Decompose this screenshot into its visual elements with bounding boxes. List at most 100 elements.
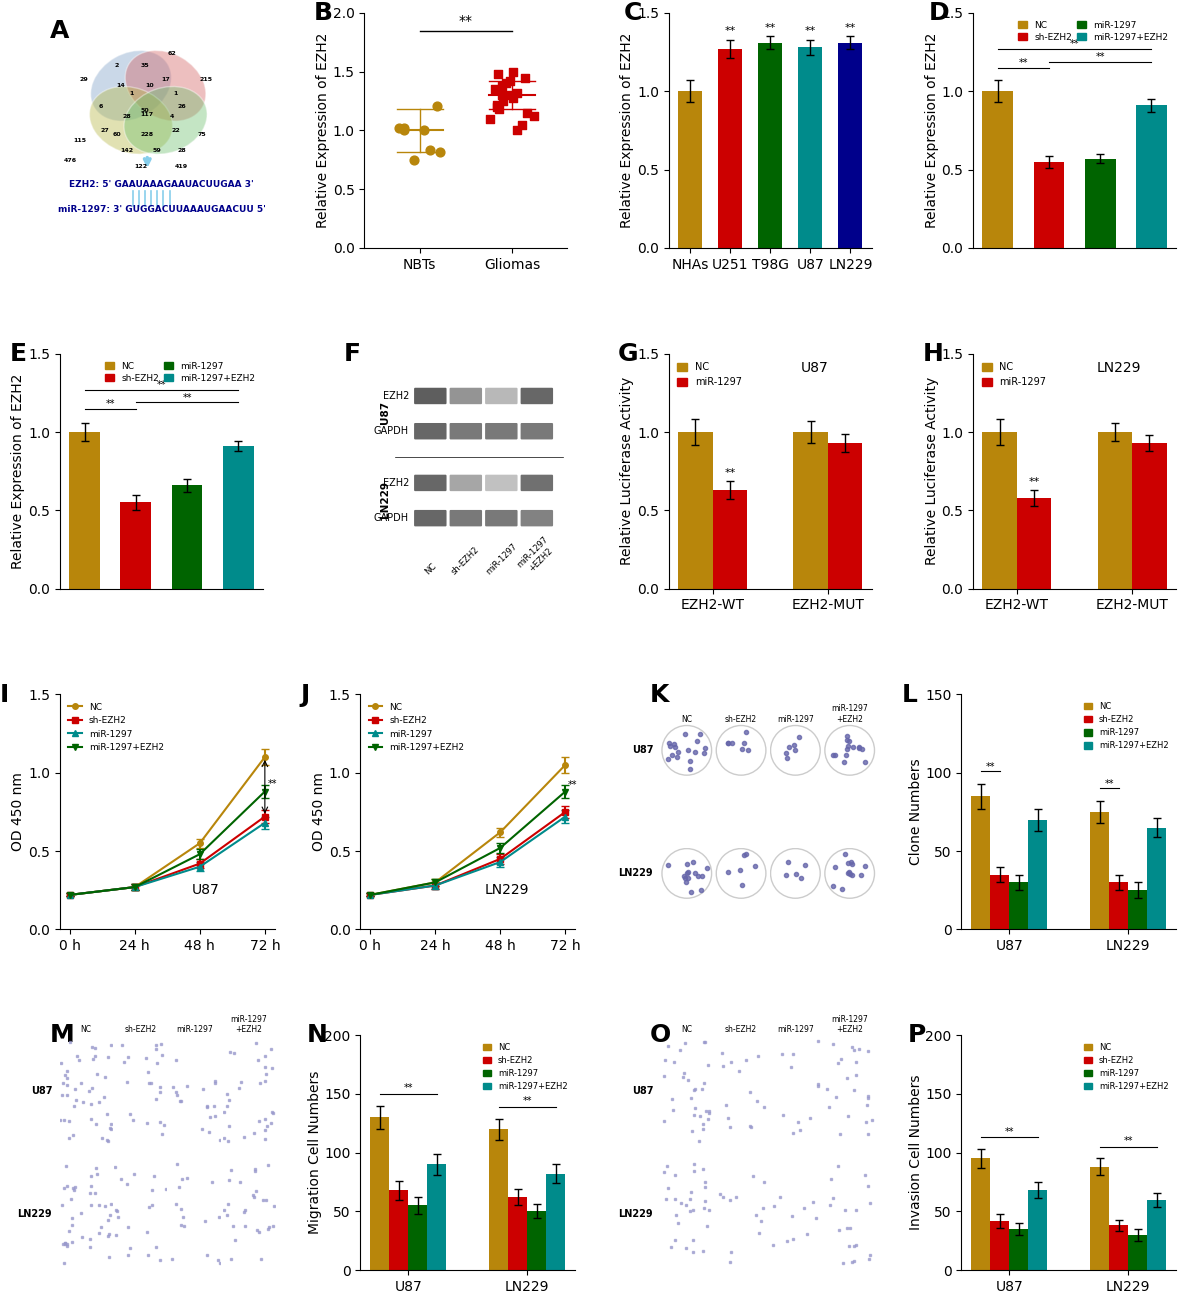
Text: LN229: LN229 bbox=[618, 868, 653, 879]
Bar bbox=[408, 1205, 427, 1270]
Point bbox=[506, 121, 526, 141]
Legend: NC, miR-1297: NC, miR-1297 bbox=[673, 359, 746, 391]
Bar bbox=[758, 43, 782, 248]
FancyBboxPatch shape bbox=[414, 388, 446, 404]
Text: **: ** bbox=[1069, 39, 1079, 49]
Bar bbox=[1136, 105, 1166, 248]
Point bbox=[493, 84, 512, 105]
Text: 1: 1 bbox=[174, 92, 178, 96]
Bar bbox=[223, 446, 253, 588]
Text: U87: U87 bbox=[379, 400, 390, 424]
Title: miR-1297: miR-1297 bbox=[778, 1025, 814, 1034]
Text: EZH2: EZH2 bbox=[383, 478, 409, 487]
Text: 142: 142 bbox=[120, 148, 133, 153]
Text: U87: U87 bbox=[631, 745, 653, 756]
FancyBboxPatch shape bbox=[521, 388, 553, 404]
Text: 117: 117 bbox=[140, 111, 154, 117]
Text: **: ** bbox=[182, 393, 192, 403]
FancyBboxPatch shape bbox=[414, 422, 446, 439]
Text: 419: 419 bbox=[175, 165, 188, 170]
Bar bbox=[1028, 1190, 1048, 1270]
Bar bbox=[971, 1159, 990, 1270]
Bar bbox=[1009, 883, 1028, 929]
Bar bbox=[1090, 1166, 1109, 1270]
Point bbox=[488, 64, 508, 84]
Text: EZH2: 5' GAAUAAAGAAUACUUGAA 3': EZH2: 5' GAAUAAAGAAUACUUGAA 3' bbox=[70, 180, 254, 189]
Text: **: ** bbox=[1004, 1128, 1014, 1137]
FancyBboxPatch shape bbox=[485, 509, 517, 526]
Title: sh-EZH2: sh-EZH2 bbox=[725, 1025, 757, 1034]
Text: 115: 115 bbox=[73, 139, 86, 143]
Text: **: ** bbox=[805, 26, 816, 36]
Point bbox=[496, 73, 515, 93]
Ellipse shape bbox=[90, 87, 173, 154]
Circle shape bbox=[770, 726, 821, 775]
Y-axis label: Relative Luciferase Activity: Relative Luciferase Activity bbox=[924, 377, 938, 565]
Circle shape bbox=[716, 849, 766, 898]
Text: 6: 6 bbox=[98, 104, 103, 109]
Legend: NC, sh-EZH2, miR-1297, miR-1297+EZH2: NC, sh-EZH2, miR-1297, miR-1297+EZH2 bbox=[1080, 699, 1172, 754]
Title: miR-1297: miR-1297 bbox=[176, 1025, 212, 1034]
Title: miR-1297
+EZH2: miR-1297 +EZH2 bbox=[832, 1015, 868, 1034]
Text: **: ** bbox=[522, 1096, 532, 1107]
Text: K: K bbox=[650, 683, 670, 706]
Text: L: L bbox=[901, 683, 917, 706]
Text: 59: 59 bbox=[154, 148, 162, 153]
Legend: NC, sh-EZH2, miR-1297, miR-1297+EZH2: NC, sh-EZH2, miR-1297, miR-1297+EZH2 bbox=[365, 699, 468, 756]
Bar bbox=[1028, 819, 1048, 929]
Text: A: A bbox=[50, 19, 70, 43]
Text: **: ** bbox=[568, 780, 577, 791]
Text: NC: NC bbox=[422, 562, 438, 577]
Bar bbox=[678, 432, 713, 588]
Bar bbox=[371, 1117, 389, 1270]
Circle shape bbox=[824, 726, 875, 775]
Text: 228: 228 bbox=[140, 132, 154, 137]
Bar bbox=[839, 43, 863, 248]
Text: 10: 10 bbox=[145, 83, 154, 88]
Bar bbox=[1109, 1226, 1128, 1270]
Legend: NC, sh-EZH2, miR-1297, miR-1297+EZH2: NC, sh-EZH2, miR-1297, miR-1297+EZH2 bbox=[65, 699, 168, 756]
Title: NC: NC bbox=[682, 714, 692, 723]
Text: **: ** bbox=[725, 468, 736, 478]
Bar bbox=[983, 91, 1013, 248]
Text: 122: 122 bbox=[134, 165, 148, 170]
Text: N: N bbox=[307, 1024, 328, 1047]
Text: 14: 14 bbox=[116, 83, 125, 88]
Point bbox=[493, 91, 512, 111]
Y-axis label: OD 450 nm: OD 450 nm bbox=[312, 772, 326, 851]
Point bbox=[504, 87, 523, 108]
Bar bbox=[1132, 443, 1166, 588]
Title: NC: NC bbox=[682, 1025, 692, 1034]
Text: sh-EZH2: sh-EZH2 bbox=[450, 546, 481, 577]
Text: **: ** bbox=[764, 23, 776, 34]
Text: 1: 1 bbox=[128, 92, 133, 96]
FancyBboxPatch shape bbox=[485, 422, 517, 439]
Text: GAPDH: GAPDH bbox=[374, 426, 409, 437]
Bar bbox=[172, 485, 203, 588]
Y-axis label: Relative Expression of EZH2: Relative Expression of EZH2 bbox=[12, 373, 25, 569]
Text: J: J bbox=[300, 683, 310, 706]
Bar bbox=[1090, 811, 1109, 929]
Bar bbox=[990, 1221, 1009, 1270]
Bar bbox=[798, 48, 822, 248]
Text: LN229: LN229 bbox=[1097, 362, 1141, 376]
Circle shape bbox=[824, 849, 875, 898]
Text: miR-1297: 3' GUGGACUUAAAUGAACUU 5': miR-1297: 3' GUGGACUUAAAUGAACUU 5' bbox=[58, 205, 265, 214]
Text: **: ** bbox=[725, 26, 736, 36]
Text: LN229: LN229 bbox=[18, 1209, 53, 1220]
Ellipse shape bbox=[124, 87, 208, 154]
Title: sh-EZH2: sh-EZH2 bbox=[124, 1025, 156, 1034]
Text: G: G bbox=[618, 342, 638, 365]
Bar bbox=[718, 49, 742, 248]
Text: 26: 26 bbox=[178, 104, 186, 109]
Text: **: ** bbox=[268, 779, 277, 789]
Text: EZH2: EZH2 bbox=[383, 391, 409, 400]
Y-axis label: Migration Cell Numbers: Migration Cell Numbers bbox=[307, 1070, 322, 1234]
Text: **: ** bbox=[845, 23, 856, 34]
Bar bbox=[1085, 158, 1116, 248]
Point bbox=[421, 140, 440, 161]
Y-axis label: Relative Luciferase Activity: Relative Luciferase Activity bbox=[620, 377, 635, 565]
Text: 60: 60 bbox=[113, 132, 121, 137]
Title: miR-1297
+EZH2: miR-1297 +EZH2 bbox=[832, 704, 868, 723]
Bar bbox=[990, 875, 1009, 929]
